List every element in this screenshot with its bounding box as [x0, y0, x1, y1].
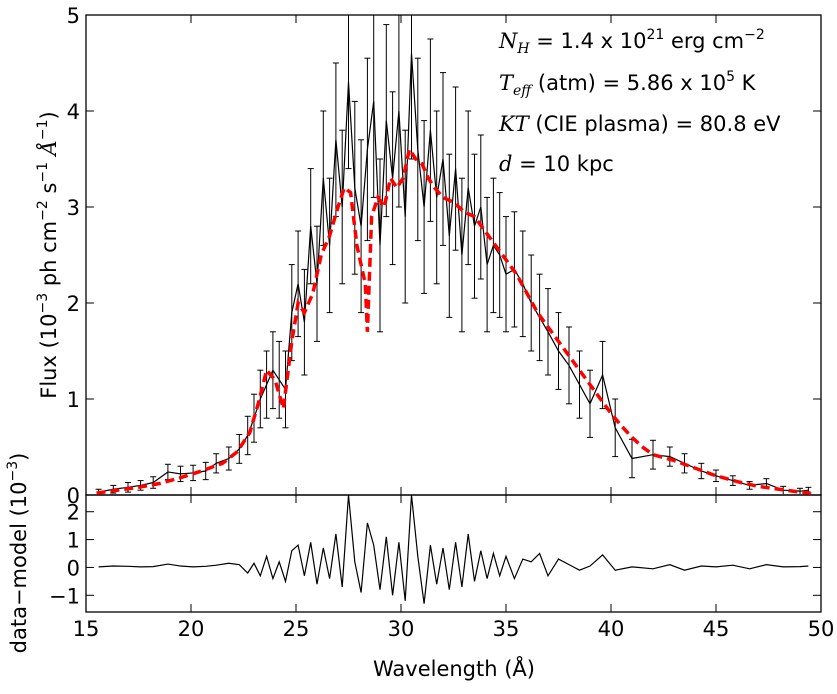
residual-series-layer — [98, 494, 809, 604]
model-series-line — [96, 144, 811, 495]
residual-ytick-label: 2 — [67, 501, 80, 525]
main-axis-ticks: 0 1 2 3 4 5 — [67, 4, 822, 508]
main-ytick-label: 1 — [67, 388, 80, 412]
xtick-label: 30 — [388, 617, 415, 641]
annotation-kt: KT (CIE plasma) = 80.8 eV — [498, 112, 781, 136]
main-y-axis-label: Flux (10−3 ph cm−2 s−1 Å−1) — [35, 111, 61, 399]
xtick-label: 35 — [493, 617, 520, 641]
residual-ytick-label: 1 — [67, 529, 80, 553]
data-series-line — [98, 53, 809, 493]
residual-ytick-label: 0 — [67, 556, 80, 580]
xtick-label: 45 — [703, 617, 730, 641]
main-ytick-label: 0 — [67, 484, 80, 508]
xtick-label: 40 — [598, 617, 625, 641]
main-ytick-label: 2 — [67, 292, 80, 316]
main-series-layer — [95, 15, 812, 495]
residual-axis-ticks: 15 20 25 30 35 40 45 50 −1 0 1 2 — [49, 495, 834, 641]
residual-series-line — [98, 494, 809, 604]
xtick-label: 15 — [73, 617, 100, 641]
residual-ytick-label: −1 — [49, 584, 80, 608]
xtick-label: 50 — [808, 617, 835, 641]
x-axis-label: Wavelength (Å) — [373, 655, 535, 681]
annotation-nh: NH = 1.4 x 1021 erg cm−2 — [498, 27, 765, 57]
xtick-label: 20 — [178, 617, 205, 641]
residual-plot-frame — [85, 494, 822, 613]
main-ytick-label: 4 — [67, 100, 80, 124]
residual-y-axis-label: data−model (10−3) — [5, 453, 31, 654]
annotation-teff: Teff (atm) = 5.86 x 105 K — [499, 69, 757, 99]
annotation-block: NH = 1.4 x 1021 erg cm−2 Teff (atm) = 5.… — [498, 27, 781, 176]
annotation-d: d = 10 kpc — [499, 152, 614, 176]
main-ytick-label: 5 — [67, 4, 80, 28]
xtick-label: 25 — [283, 617, 310, 641]
main-ytick-label: 3 — [67, 196, 80, 220]
